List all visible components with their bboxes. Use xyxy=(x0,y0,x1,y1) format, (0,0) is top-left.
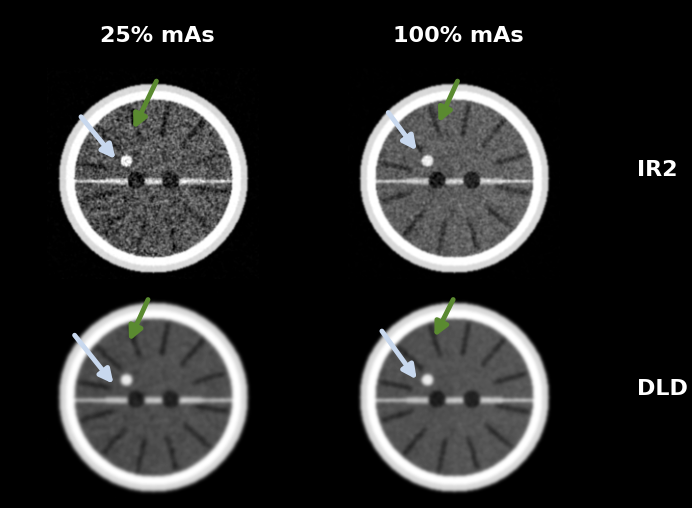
Text: 100% mAs: 100% mAs xyxy=(393,26,524,46)
Text: 25% mAs: 25% mAs xyxy=(100,26,215,46)
Text: DLD: DLD xyxy=(637,378,688,399)
Text: IR2: IR2 xyxy=(637,160,677,180)
